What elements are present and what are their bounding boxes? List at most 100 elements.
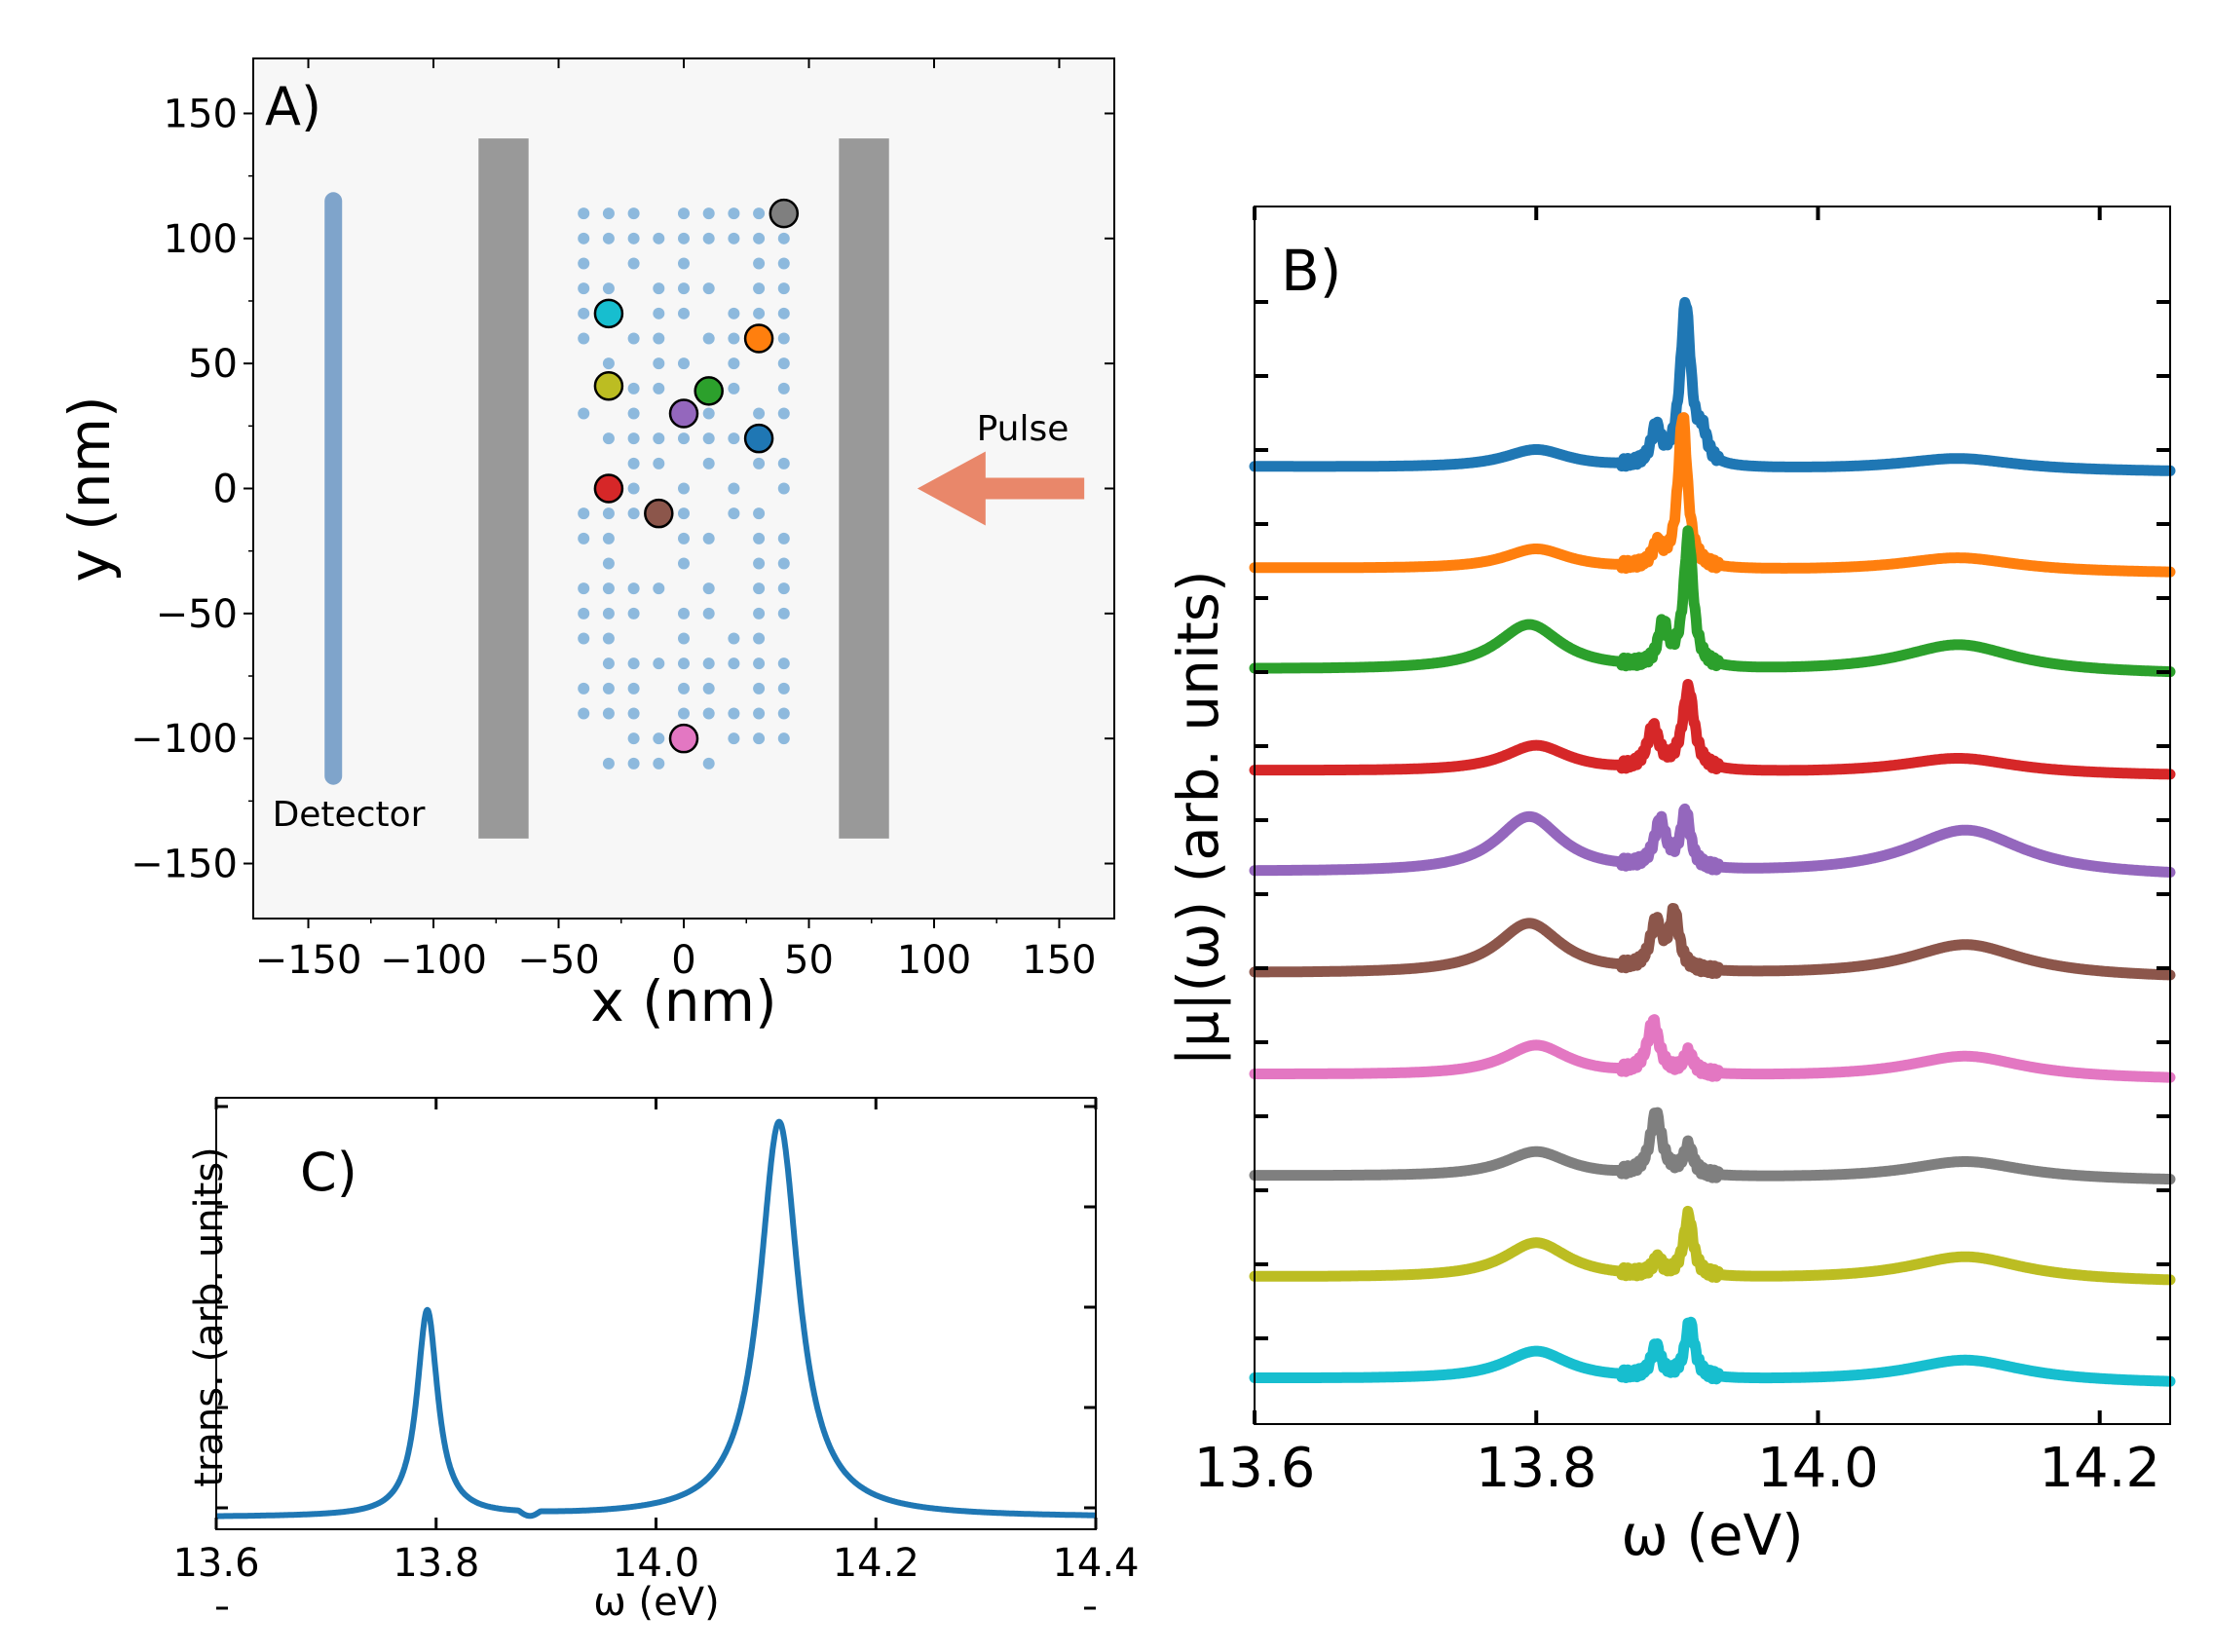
emitter-dot: [627, 257, 640, 270]
emitter-dot: [678, 207, 690, 220]
emitter-lattice: [578, 207, 790, 770]
emitter-dot: [753, 582, 766, 595]
emitter-dot: [702, 332, 715, 345]
emitter-dot: [777, 332, 790, 345]
emitter-dot: [753, 257, 766, 270]
x-tick-label: 14.2: [2039, 1437, 2160, 1500]
emitter-dot: [753, 507, 766, 520]
emitter-dot: [702, 532, 715, 544]
emitter-dot: [578, 232, 590, 244]
emitter-dot: [678, 307, 690, 319]
emitter-dot: [753, 557, 766, 570]
emitter-dot: [578, 257, 590, 270]
x-tick-label: 14.0: [1757, 1437, 1879, 1500]
x-tick-label: −150: [255, 938, 362, 983]
emitter-dot: [653, 307, 665, 319]
emitter-dot: [678, 557, 690, 570]
transmission-line: [213, 1118, 1099, 1520]
emitter-dot: [602, 207, 615, 220]
emitter-dot: [678, 632, 690, 645]
y-tick-label: 0: [213, 468, 238, 512]
emitter-dot: [678, 282, 690, 295]
emitter-dot: [702, 757, 715, 770]
emitter-dot: [578, 582, 590, 595]
emitter-dot: [578, 607, 590, 620]
x-tick-label: 13.8: [1476, 1437, 1597, 1500]
emitter-dot: [653, 657, 665, 670]
emitter-dot: [602, 707, 615, 720]
emitter-dot: [777, 557, 790, 570]
emitter-dot: [753, 657, 766, 670]
x-tick-label: 150: [1022, 938, 1096, 983]
emitter-dot: [578, 282, 590, 295]
emitter-dot: [777, 707, 790, 720]
emitter-dot: [753, 732, 766, 745]
probe-points: [593, 198, 800, 754]
emitter-dot: [627, 207, 640, 220]
emitter-dot: [777, 382, 790, 394]
probe-point: [593, 298, 624, 329]
panel-a-ticks: −150 −100 −50 0 50 100 150 −150 −100 −50 0 50 100 150: [131, 58, 1114, 983]
emitter-dot: [702, 407, 715, 420]
x-tick-label: −100: [380, 938, 487, 983]
emitter-dot: [578, 507, 590, 520]
emitter-dot: [578, 207, 590, 220]
emitter-dot: [753, 532, 766, 544]
panel-a-label: A): [265, 76, 321, 137]
emitter-dot: [702, 582, 715, 595]
emitter-dot: [702, 457, 715, 469]
emitter-dot: [627, 457, 640, 469]
emitter-dot: [728, 307, 740, 319]
x-tick-label: 14.2: [833, 1541, 919, 1586]
emitter-dot: [753, 407, 766, 420]
emitter-dot: [627, 482, 640, 495]
emitter-dot: [627, 582, 640, 595]
x-tick-label: 0: [671, 938, 695, 983]
emitter-dot: [678, 232, 690, 244]
x-tick-label: 13.6: [1194, 1437, 1316, 1500]
emitter-dot: [777, 407, 790, 420]
emitter-dot: [777, 357, 790, 370]
panel-c-series: [213, 1118, 1099, 1520]
emitter-dot: [653, 282, 665, 295]
emitter-dot: [653, 457, 665, 469]
emitter-dot: [678, 707, 690, 720]
emitter-dot: [653, 732, 665, 745]
probe-point: [668, 723, 699, 754]
emitter-dot: [678, 682, 690, 695]
emitter-dot: [728, 507, 740, 520]
panel-b-frame: [1254, 206, 2171, 1425]
emitter-dot: [578, 307, 590, 319]
spectrum-line: [1249, 1014, 2176, 1083]
emitter-dot: [627, 707, 640, 720]
emitter-dot: [627, 732, 640, 745]
emitter-dot: [702, 232, 715, 244]
probe-point: [743, 323, 774, 354]
emitter-dot: [627, 682, 640, 695]
emitter-dot: [653, 357, 665, 370]
emitter-dot: [678, 257, 690, 270]
probe-point: [668, 398, 699, 429]
emitter-dot: [777, 257, 790, 270]
emitter-dot: [777, 582, 790, 595]
x-tick-label: 13.8: [393, 1541, 479, 1586]
panel-a-xlabel: x (nm): [590, 968, 776, 1034]
emitter-dot: [777, 532, 790, 544]
emitter-dot: [678, 532, 690, 544]
panel-c-label: C): [300, 1142, 357, 1203]
probe-point: [743, 423, 774, 454]
emitter-dot: [702, 207, 715, 220]
panel-b-ylabel: |μ|(ω) (arb. units): [1165, 570, 1231, 1066]
y-tick-label: 100: [164, 217, 238, 262]
detector-group: Detector: [273, 192, 426, 835]
emitter-dot: [728, 632, 740, 645]
emitter-dot: [578, 632, 590, 645]
emitter-dot: [578, 707, 590, 720]
emitter-dot: [728, 232, 740, 244]
emitter-dot: [753, 232, 766, 244]
probe-point: [593, 371, 624, 401]
probe-point: [769, 198, 800, 229]
emitter-dot: [627, 657, 640, 670]
emitter-dot: [602, 532, 615, 544]
panel-c-ylabel: trans. (arb. units): [187, 1146, 232, 1487]
